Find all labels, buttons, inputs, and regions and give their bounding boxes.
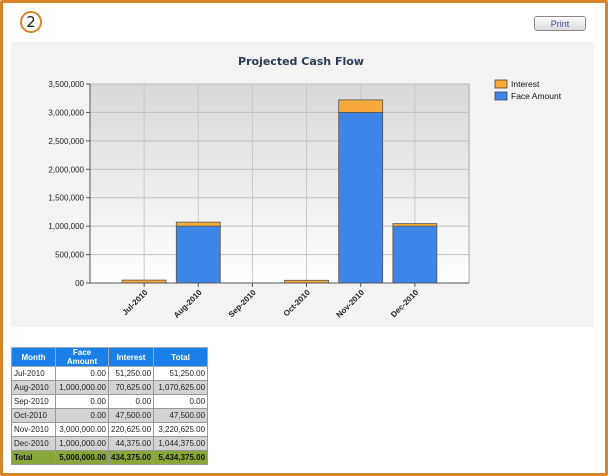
table-cell: 0.00 <box>55 408 109 423</box>
bars <box>121 99 438 284</box>
table-cell: 0.00 <box>55 394 109 409</box>
table-row: Nov-2010 3,000,000.00 220,625.00 3,220,625.… <box>11 422 209 437</box>
col-header-interest: Interest <box>107 347 155 367</box>
table-row: Aug-2010 1,000,000.00 70,625.00 1,070,625.0… <box>11 380 209 395</box>
table-cell: 1,000,000.00 <box>55 436 109 451</box>
table-cell: 47,500.00 <box>153 408 209 423</box>
chart-panel: Projected Cash Flow 00 500,000 1,000,000 1,… <box>11 42 594 327</box>
table-cell: 220,625.00 <box>107 422 155 437</box>
table-total-cell: 5,000,000.00 <box>55 450 109 465</box>
table-cell: 47,500.00 <box>107 408 155 423</box>
table-row: Dec-2010 1,000,000.00 44,375.00 1,044,375.0… <box>11 436 209 451</box>
x-tick-label: Dec-2010 <box>389 288 421 320</box>
table-cell: Nov-2010 <box>11 422 56 437</box>
legend-swatch <box>494 91 508 101</box>
col-header-face-amount: Face Amount <box>55 347 109 367</box>
table-cell: 51,250.00 <box>153 366 209 381</box>
table-cell: 1,070,625.00 <box>153 380 209 395</box>
bar-interest <box>392 223 438 227</box>
y-tick-label: 3,500,000 <box>48 80 84 89</box>
y-tick-label: 1,000,000 <box>48 222 84 231</box>
table-cell: 3,000,000.00 <box>55 422 109 437</box>
bar-face-amount <box>392 225 438 284</box>
legend-swatch <box>494 79 508 89</box>
table-header-row: Month Face Amount Interest Total <box>11 347 209 367</box>
bar-interest <box>175 221 221 227</box>
table-cell: 44,375.00 <box>107 436 155 451</box>
table-cell: Sep-2010 <box>11 394 56 409</box>
print-button[interactable]: Print <box>534 16 586 31</box>
y-tick-label: 1,500,000 <box>48 194 84 203</box>
table-total-cell: 434,375.00 <box>107 450 155 465</box>
x-tick-label: Sep-2010 <box>227 288 259 320</box>
table-cell: 70,625.00 <box>107 380 155 395</box>
y-tick-label: 00 <box>75 279 84 288</box>
table-cell: 1,044,375.00 <box>153 436 209 451</box>
step-number-badge: 2 <box>20 11 42 33</box>
legend-label: Face Amount <box>511 91 562 101</box>
x-tick-label: Aug-2010 <box>172 288 204 320</box>
table-row: Oct-2010 0.00 47,500.00 47,500.00 <box>11 408 209 423</box>
x-tick-label: Oct-2010 <box>282 288 313 319</box>
y-tick-label: 2,500,000 <box>48 137 84 146</box>
table-cell: 0.00 <box>107 394 155 409</box>
bar-interest <box>338 99 384 113</box>
legend-label: Interest <box>511 79 540 89</box>
table-cell: 0.00 <box>153 394 209 409</box>
table-cell: Oct-2010 <box>11 408 56 423</box>
table-row: Sep-2010 0.00 0.00 0.00 <box>11 394 209 409</box>
col-header-month: Month <box>11 347 56 367</box>
table-cell: 3,220,625.00 <box>153 422 209 437</box>
x-tick-label: Nov-2010 <box>335 288 367 320</box>
y-tick-label: 3,000,000 <box>48 108 84 117</box>
table-cell: Dec-2010 <box>11 436 56 451</box>
table-cell: 1,000,000.00 <box>55 380 109 395</box>
legend: Interest Face Amount <box>494 79 562 101</box>
chart-title: Projected Cash Flow <box>238 55 364 68</box>
table-total-cell: Total <box>11 450 56 465</box>
bar-face-amount <box>338 112 384 284</box>
table-total-row: Total 5,000,000.00 434,375.00 5,434,375.00 <box>11 450 209 465</box>
table-row: Jul-2010 0.00 51,250.00 51,250.00 <box>11 366 209 381</box>
bar-face-amount <box>175 225 221 284</box>
grid-lines <box>90 83 469 284</box>
table-cell: 51,250.00 <box>107 366 155 381</box>
cash-flow-table: Month Face Amount Interest Total Jul-201… <box>11 347 209 465</box>
table-cell: Aug-2010 <box>11 380 56 395</box>
table-cell: 0.00 <box>55 366 109 381</box>
x-tick-label: Jul-2010 <box>121 288 150 317</box>
y-tick-label: 2,000,000 <box>48 165 84 174</box>
table-cell: Jul-2010 <box>11 366 56 381</box>
y-tick-label: 500,000 <box>55 251 84 260</box>
cash-flow-chart: Projected Cash Flow 00 500,000 1,000,000 1,… <box>48 55 562 320</box>
table-total-cell: 5,434,375.00 <box>153 450 209 465</box>
col-header-total: Total <box>153 347 209 367</box>
